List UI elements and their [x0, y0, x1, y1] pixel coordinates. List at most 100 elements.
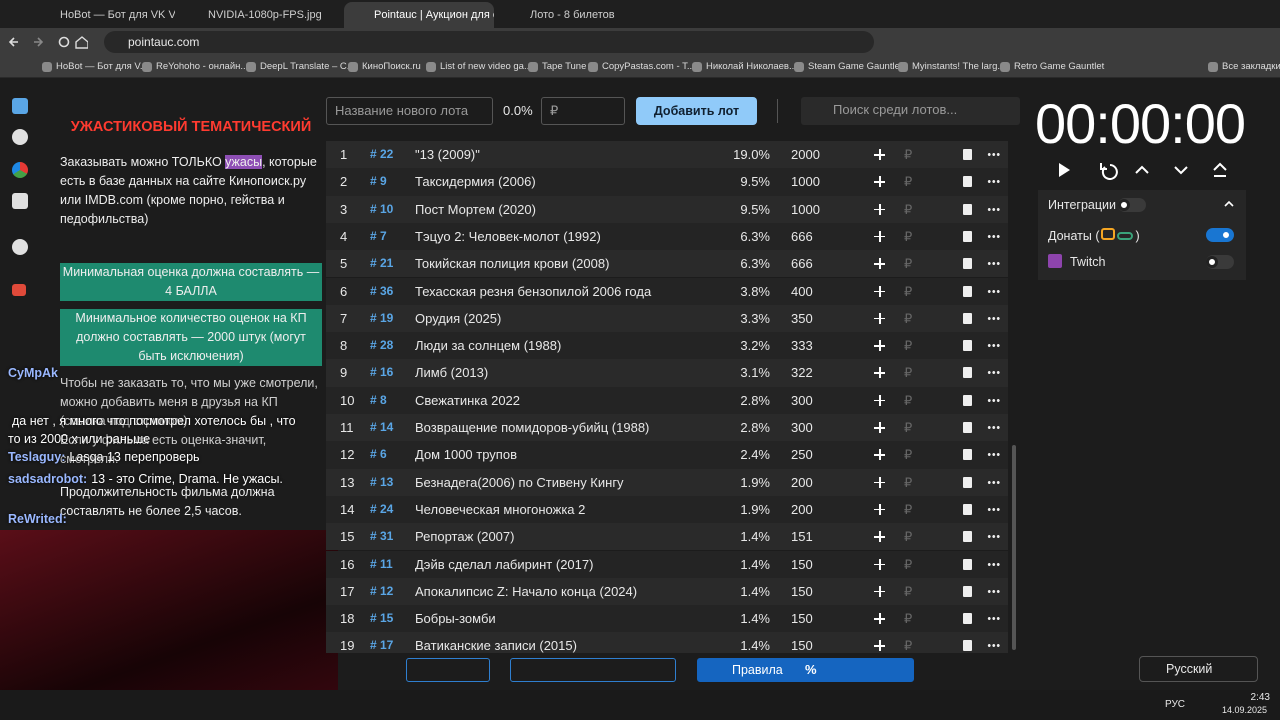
add-amount-button[interactable]	[874, 230, 885, 242]
add-amount-button[interactable]	[874, 312, 885, 324]
add-amount-button[interactable]	[874, 558, 885, 570]
timer-controls[interactable]	[1052, 160, 1232, 180]
add-amount-button[interactable]	[874, 476, 885, 488]
more-button[interactable]	[987, 562, 1000, 566]
help-icon[interactable]	[12, 239, 28, 255]
more-button[interactable]	[987, 207, 1000, 211]
add-amount-button[interactable]	[874, 203, 885, 215]
lot-row: 11 # 14 Возвращение помидоров-убийц (1988)…	[326, 414, 1008, 442]
bookmark[interactable]: ReYohoho - онлайн...	[140, 56, 248, 78]
delete-button[interactable]	[963, 585, 972, 597]
collapse-icon[interactable]	[1224, 200, 1234, 208]
delete-button[interactable]	[963, 340, 972, 352]
bookmark[interactable]: Tape Tune	[526, 56, 586, 78]
browser-tab[interactable]: HoBot — Бот для VK Video Liv	[60, 9, 175, 21]
auction-icon[interactable]	[12, 98, 28, 114]
history-icon[interactable]	[12, 193, 28, 209]
add-amount-button[interactable]	[874, 367, 885, 379]
bookmark[interactable]: Steam Game Gauntlet	[792, 56, 903, 78]
url-field[interactable]: pointauc.com	[104, 31, 874, 53]
add-amount-button[interactable]	[874, 258, 885, 270]
add-amount-button[interactable]	[874, 285, 885, 297]
button-group[interactable]	[406, 658, 490, 682]
browser-tab[interactable]: Pointauc | Аукцион для стрим	[344, 2, 494, 28]
delete-button[interactable]	[963, 558, 972, 570]
toggle[interactable]	[1206, 255, 1234, 269]
bookmark[interactable]: КиноПоиск.ru	[346, 56, 421, 78]
delete-button[interactable]	[963, 367, 972, 379]
add-amount-button[interactable]	[874, 394, 885, 406]
more-button[interactable]	[987, 617, 1000, 621]
bookmark[interactable]: DeepL Translate – C...	[244, 56, 355, 78]
search-input[interactable]: Поиск среди лотов...	[801, 97, 1020, 125]
add-amount-button[interactable]	[874, 449, 885, 461]
add-lot-button[interactable]: Добавить лот	[636, 97, 757, 125]
more-button[interactable]	[987, 426, 1000, 429]
add-amount-button[interactable]	[874, 176, 885, 188]
settings-icon[interactable]	[12, 129, 28, 145]
more-button[interactable]	[987, 289, 1000, 293]
delete-button[interactable]	[963, 476, 972, 488]
more-button[interactable]	[987, 644, 1000, 648]
button-group[interactable]: Правила %	[697, 658, 914, 682]
lot-number: 19	[340, 638, 355, 653]
more-button[interactable]	[987, 480, 1000, 484]
delete-button[interactable]	[963, 312, 972, 324]
toggle[interactable]	[1206, 228, 1234, 242]
more-button[interactable]	[987, 153, 1000, 156]
more-button[interactable]	[987, 234, 1000, 238]
delete-button[interactable]	[963, 394, 972, 406]
logout-icon[interactable]	[12, 284, 26, 296]
delete-button[interactable]	[963, 503, 972, 515]
browser-tab[interactable]: NVIDIA-1080p-FPS.jpg (3840×2	[208, 9, 323, 21]
nav-buttons[interactable]	[8, 35, 88, 49]
amount-input[interactable]: ₽	[541, 97, 625, 125]
more-button[interactable]	[987, 535, 1000, 539]
more-button[interactable]	[987, 344, 1000, 348]
delete-button[interactable]	[963, 203, 972, 215]
scrollbar[interactable]	[1012, 445, 1016, 650]
delete-button[interactable]	[963, 230, 972, 242]
lot-name-input[interactable]: Название нового лота	[326, 97, 493, 125]
more-button[interactable]	[987, 453, 1000, 457]
more-button[interactable]	[987, 316, 1000, 320]
bookmark[interactable]: HoBot — Бот для V...	[40, 56, 148, 78]
percent-button[interactable]: %	[805, 662, 817, 677]
delete-button[interactable]	[963, 258, 972, 270]
bookmark[interactable]: CopyPastas.com - T...	[586, 56, 695, 78]
add-amount-button[interactable]	[874, 531, 885, 543]
delete-button[interactable]	[963, 176, 972, 188]
delete-button[interactable]	[963, 531, 972, 543]
add-amount-button[interactable]	[874, 503, 885, 515]
delete-button[interactable]	[963, 640, 972, 652]
delete-button[interactable]	[963, 149, 972, 160]
add-amount-button[interactable]	[874, 422, 885, 433]
delete-button[interactable]	[963, 449, 972, 461]
button-group[interactable]	[510, 658, 676, 682]
bookmark[interactable]: List of new video ga...	[424, 56, 532, 78]
more-button[interactable]	[987, 180, 1000, 184]
add-amount-button[interactable]	[874, 640, 885, 652]
wheel-icon[interactable]	[12, 162, 28, 178]
add-amount-button[interactable]	[874, 340, 885, 352]
browser-tab[interactable]: Лото - 8 билетов	[530, 9, 615, 21]
more-button[interactable]	[987, 398, 1000, 402]
delete-button[interactable]	[963, 285, 972, 297]
lot-row: 13 # 13 Безнадега(2006) по Стивену Кингу 1.…	[326, 468, 1008, 496]
add-amount-button[interactable]	[874, 149, 885, 160]
add-amount-button[interactable]	[874, 585, 885, 597]
more-button[interactable]	[987, 371, 1000, 375]
delete-button[interactable]	[963, 613, 972, 625]
add-amount-button[interactable]	[874, 613, 885, 625]
more-button[interactable]	[987, 507, 1000, 511]
bookmark[interactable]: Myinstants! The larg...	[896, 56, 1005, 78]
more-button[interactable]	[987, 262, 1000, 266]
language-select[interactable]: Русский	[1139, 656, 1258, 682]
more-button[interactable]	[987, 589, 1000, 593]
delete-button[interactable]	[963, 422, 972, 433]
toggle[interactable]	[1118, 198, 1146, 212]
rules-button[interactable]: Правила	[732, 663, 783, 677]
all-bookmarks[interactable]: Все закладки	[1206, 56, 1280, 78]
bookmark[interactable]: Николай Николаев...	[690, 56, 797, 78]
bookmark[interactable]: Retro Game Gauntlet	[998, 56, 1104, 78]
